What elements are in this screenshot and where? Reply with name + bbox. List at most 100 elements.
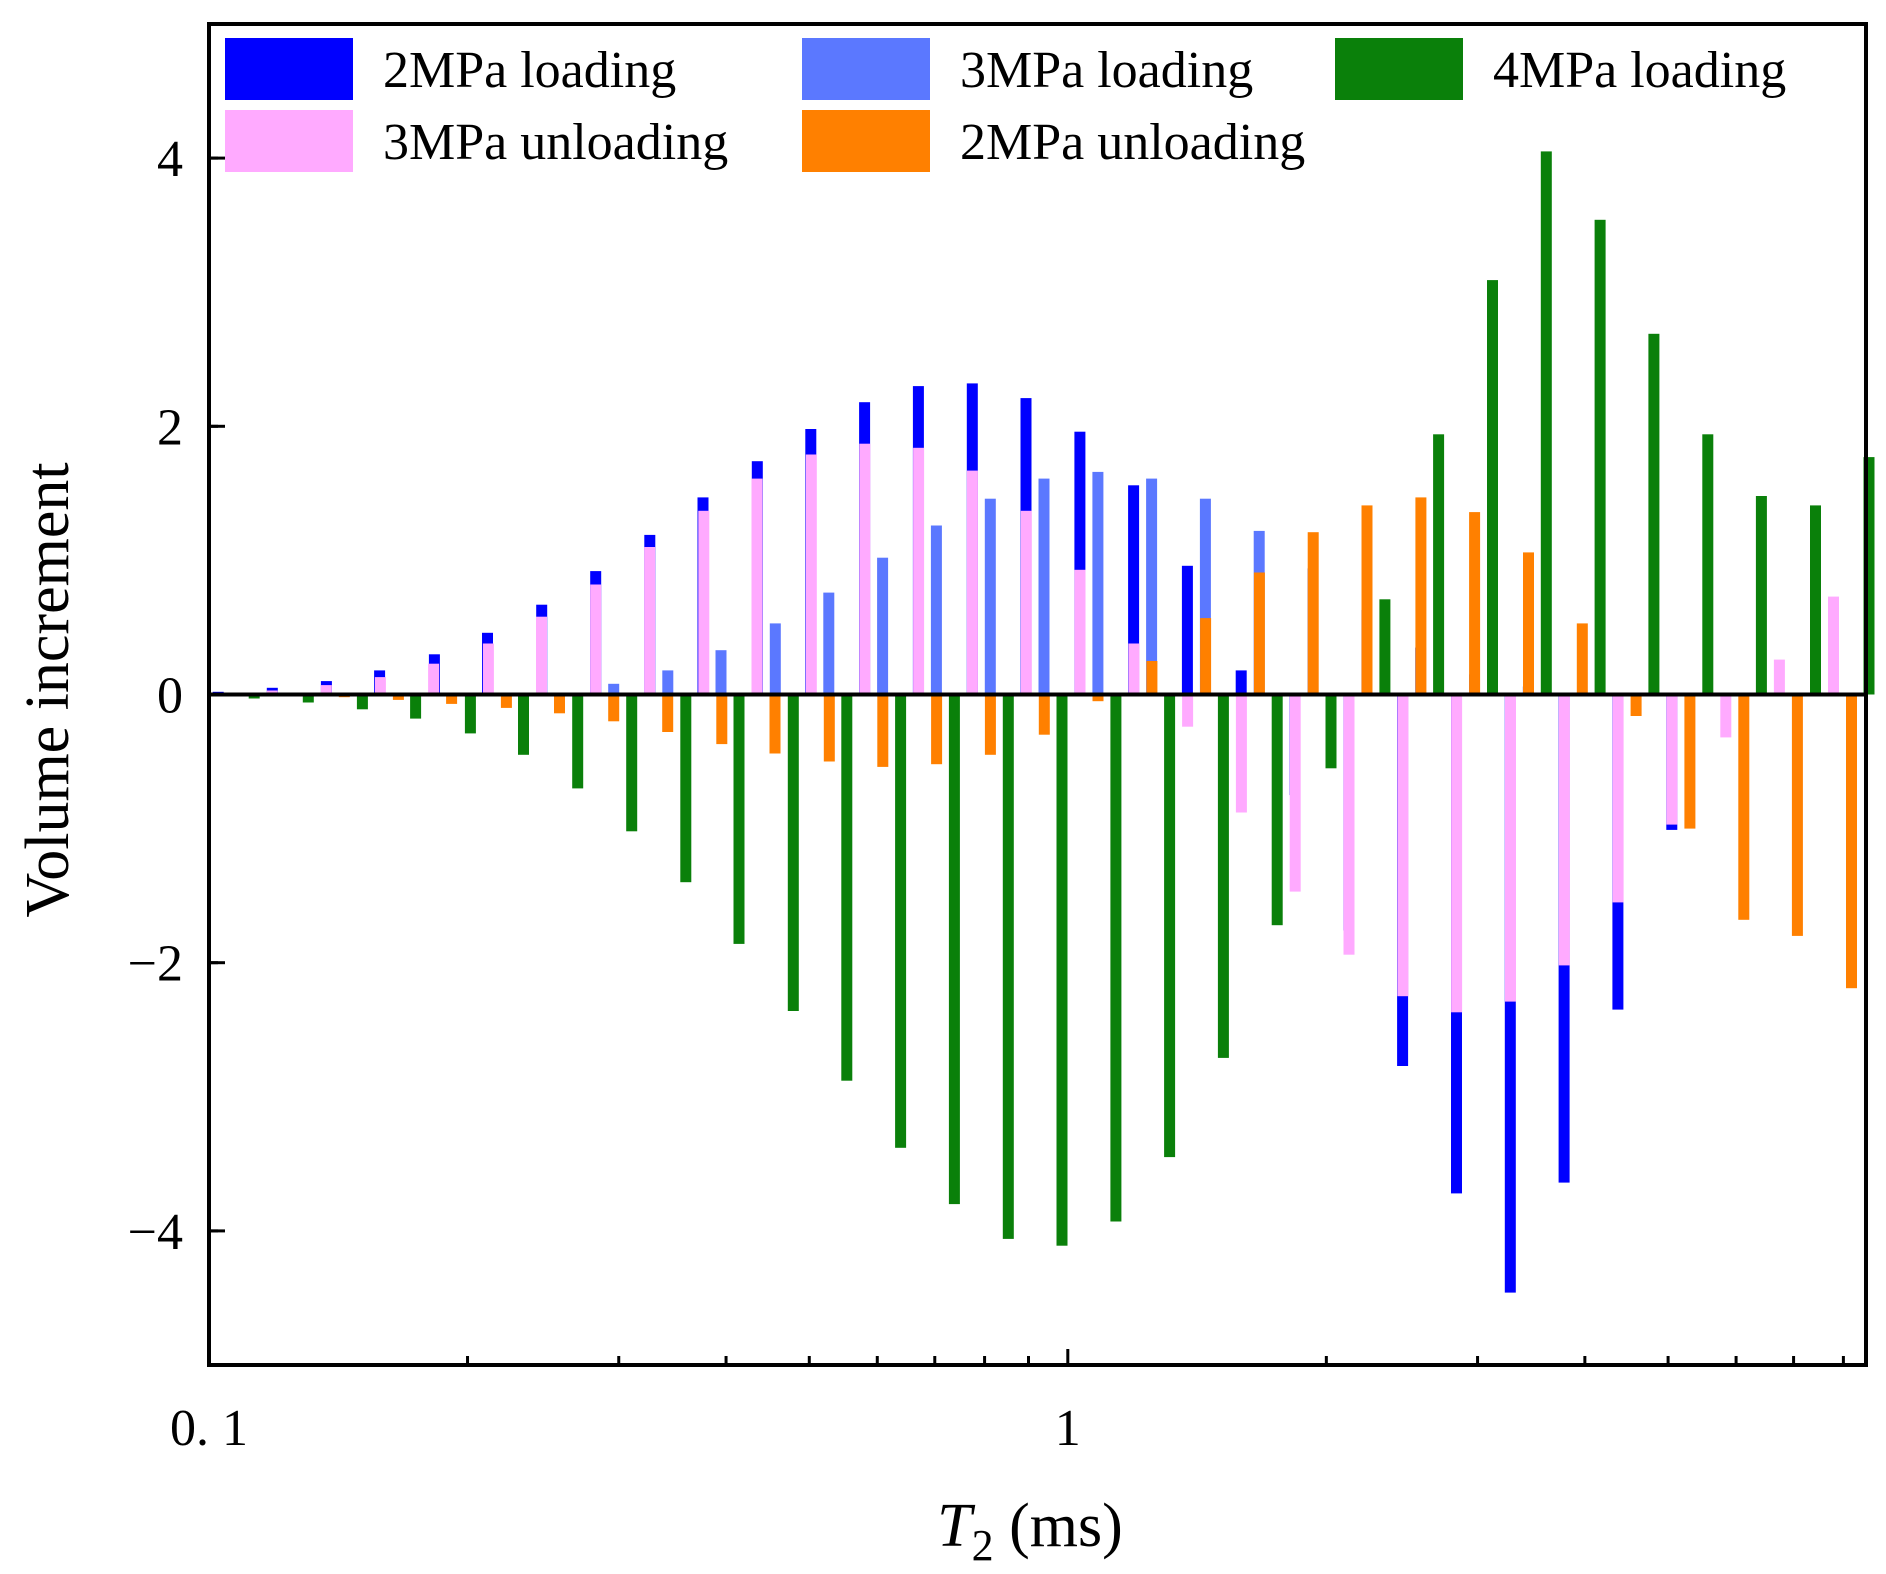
- bar-3mpa-unloading-8: [698, 510, 710, 695]
- bar-4mpa-loading-20: [1325, 694, 1337, 769]
- bar-2mpa-unloading-9: [769, 694, 781, 754]
- bar-3mpa-unloading-29: [1828, 596, 1839, 695]
- bar-2mpa-unloading-21: [1415, 497, 1427, 695]
- bar-4mpa-loading-12: [895, 694, 907, 1148]
- bar-4mpa-loading-23: [1487, 280, 1498, 695]
- bar-marks: [212, 151, 1875, 1293]
- bar-2mpa-unloading-14: [1038, 694, 1050, 735]
- bar-3mpa-unloading-3: [428, 663, 440, 695]
- bar-4mpa-loading-21: [1379, 599, 1391, 695]
- bar-4mpa-loading-18: [1217, 694, 1229, 1058]
- bar-3mpa-loading-16: [1092, 471, 1104, 695]
- bar-3mpa-loading-18: [1199, 498, 1211, 695]
- bar-3mpa-loading-11: [823, 592, 835, 695]
- bar-4mpa-loading-29: [1810, 505, 1821, 695]
- y-axis-title: Volume increment: [14, 462, 82, 917]
- bar-2mpa-unloading-27: [1738, 694, 1750, 920]
- bar-4mpa-loading-9: [733, 694, 745, 944]
- bar-3mpa-unloading-15: [1074, 569, 1086, 695]
- legend-swatch: [225, 110, 353, 172]
- bar-3mpa-unloading-22: [1451, 694, 1463, 1013]
- bar-4mpa-loading-7: [626, 694, 638, 832]
- bar-3mpa-unloading-26: [1666, 694, 1678, 825]
- bar-2mpa-unloading-4: [500, 694, 512, 708]
- bar-3mpa-loading-8: [662, 670, 674, 695]
- bar-2mpa-unloading-16: [1146, 661, 1158, 695]
- bar-4mpa-loading-25: [1594, 219, 1606, 695]
- bar-2mpa-unloading-11: [877, 694, 889, 767]
- legend-swatch: [1335, 38, 1463, 100]
- bar-3mpa-loading-7: [608, 683, 620, 695]
- bar-2mpa-unloading-28: [1791, 694, 1803, 936]
- bar-3mpa-unloading-9: [751, 478, 763, 695]
- bar-3mpa-unloading-16: [1128, 643, 1140, 695]
- bar-4mpa-loading-8: [680, 694, 692, 883]
- x-tick-label: 0. 1: [170, 1400, 248, 1457]
- bar-2mpa-unloading-12: [931, 694, 943, 765]
- bar-4mpa-loading-4: [464, 694, 476, 734]
- bar-2mpa-unloading-6: [608, 694, 620, 722]
- bar-4mpa-loading-15: [1056, 694, 1068, 1246]
- bar-3mpa-loading-15: [1038, 478, 1050, 695]
- bar-4mpa-loading-24: [1540, 151, 1552, 695]
- bar-3mpa-unloading-18: [1235, 694, 1247, 813]
- legend-label: 3MPa loading: [960, 42, 1253, 99]
- bar-3mpa-loading-12: [877, 557, 889, 695]
- bar-4mpa-loading-16: [1110, 694, 1122, 1222]
- x-axis-title-subscript: 2: [972, 1521, 994, 1570]
- bar-3mpa-unloading-24: [1558, 694, 1570, 966]
- bar-4mpa-loading-14: [1002, 694, 1014, 1239]
- bar-3mpa-unloading-2: [374, 677, 386, 695]
- bar-4mpa-loading-26: [1648, 333, 1660, 695]
- bar-2mpa-unloading-19: [1307, 532, 1319, 695]
- bar-3mpa-unloading-19: [1289, 694, 1301, 892]
- bar-2mpa-unloading-26: [1684, 694, 1696, 829]
- bar-3mpa-unloading-6: [590, 584, 602, 695]
- bar-4mpa-loading-5: [518, 694, 529, 755]
- bar-3mpa-unloading-25: [1612, 694, 1624, 903]
- bar-4mpa-loading-6: [572, 694, 584, 789]
- y-tick-label: −4: [128, 1204, 183, 1261]
- bar-3mpa-unloading-27: [1720, 694, 1732, 738]
- bar-2mpa-loading-18: [1181, 565, 1193, 695]
- bar-2mpa-unloading-20: [1361, 505, 1373, 695]
- x-axis-title: T2 (ms): [937, 1492, 1123, 1570]
- bar-4mpa-loading-11: [841, 694, 853, 1081]
- bar-3mpa-loading-10: [769, 623, 781, 695]
- bar-3mpa-loading-14: [984, 498, 996, 695]
- legend-swatch: [802, 38, 930, 100]
- bar-4mpa-loading-17: [1164, 694, 1176, 1158]
- x-tick-label: 1: [1055, 1400, 1081, 1457]
- bar-2mpa-unloading-24: [1576, 623, 1588, 695]
- legend-label: 2MPa loading: [383, 42, 676, 99]
- bar-4mpa-loading-30: [1863, 457, 1875, 695]
- bar-3mpa-unloading-7: [644, 547, 656, 695]
- legend-swatch: [225, 38, 353, 100]
- bar-4mpa-loading-10: [787, 694, 799, 1011]
- bar-3mpa-unloading-12: [913, 447, 925, 695]
- bar-4mpa-loading-2: [356, 694, 368, 710]
- bar-3mpa-loading-9: [715, 650, 727, 695]
- bar-2mpa-unloading-8: [716, 694, 728, 745]
- bar-3mpa-unloading-14: [1020, 510, 1032, 695]
- bar-2mpa-unloading-2: [392, 694, 404, 700]
- y-tick-label: −2: [128, 936, 183, 993]
- bar-2mpa-unloading-17: [1200, 618, 1212, 695]
- bar-2mpa-unloading-25: [1630, 694, 1642, 716]
- bar-2mpa-loading-16: [1074, 431, 1086, 695]
- x-axis-title-variable: T: [937, 1492, 976, 1560]
- bar-3mpa-unloading-17: [1182, 694, 1194, 727]
- bar-3mpa-unloading-10: [805, 454, 817, 695]
- bar-3mpa-unloading-21: [1397, 694, 1409, 997]
- bar-2mpa-loading-19: [1235, 670, 1247, 695]
- bar-3mpa-unloading-11: [859, 443, 871, 695]
- bar-2mpa-unloading-22: [1469, 512, 1481, 695]
- bar-2mpa-unloading-18: [1253, 572, 1265, 695]
- legend-label: 3MPa unloading: [383, 114, 728, 171]
- bar-3mpa-unloading-20: [1343, 694, 1355, 955]
- axis-ticks: −4 −2 0 2 4 0. 1 1: [128, 131, 1845, 1457]
- bar-3mpa-unloading-28: [1773, 659, 1785, 695]
- bar-4mpa-loading-22: [1433, 434, 1445, 695]
- bar-4mpa-loading-19: [1271, 694, 1283, 926]
